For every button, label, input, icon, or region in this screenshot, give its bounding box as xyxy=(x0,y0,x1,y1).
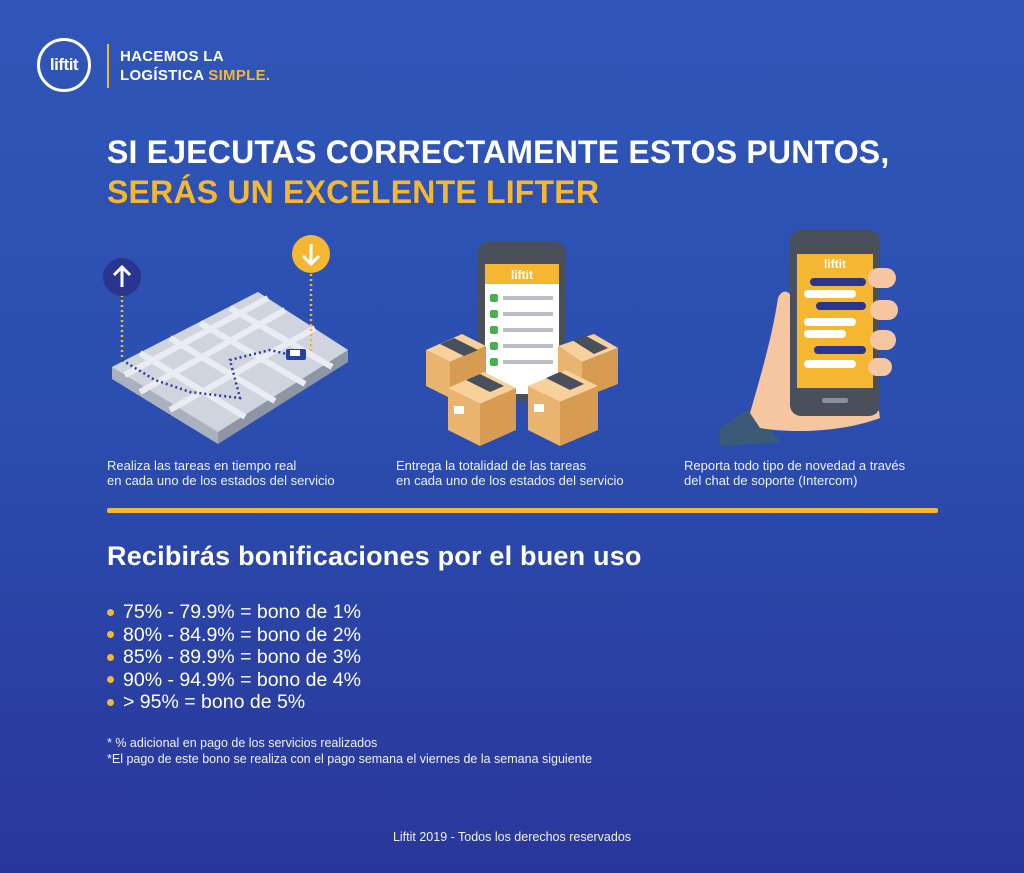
point-caption-2: Entrega la totalidad de las tareas en ca… xyxy=(396,458,624,488)
bonus-title: Recibirás bonificaciones por el buen uso xyxy=(107,541,642,571)
caption-line: en cada uno de los estados del servicio xyxy=(396,473,624,488)
list-item: 85% - 89.9% = bono de 3% xyxy=(107,646,361,669)
phone-boxes-icon: liftit xyxy=(426,242,618,446)
section-divider xyxy=(107,508,938,513)
tagline-line-1: HACEMOS LA xyxy=(120,48,224,65)
logo-divider xyxy=(107,44,109,88)
list-item: 90% - 94.9% = bono de 4% xyxy=(107,669,361,692)
list-item: 75% - 79.9% = bono de 1% xyxy=(107,601,361,624)
bullet-icon xyxy=(107,631,114,639)
bonus-text: > 95% = bono de 5% xyxy=(123,691,306,713)
footnote: * % adicional en pago de los servicios r… xyxy=(107,736,378,750)
footnote: *El pago de este bono se realiza con el … xyxy=(107,752,593,766)
headline-line-2: SERÁS UN EXCELENTE LIFTER xyxy=(107,174,600,210)
phone-brand-2: liftit xyxy=(824,257,846,271)
hand-phone-chat-icon: liftit xyxy=(720,230,898,446)
headline-line-1: SI EJECUTAS CORRECTAMENTE ESTOS PUNTOS, xyxy=(107,134,890,170)
phone-brand: liftit xyxy=(511,268,533,282)
list-item: 80% - 84.9% = bono de 2% xyxy=(107,624,361,647)
caption-line: en cada uno de los estados del servicio xyxy=(107,473,335,488)
caption-line: Realiza las tareas en tiempo real xyxy=(107,458,297,473)
bullet-icon xyxy=(107,676,114,684)
page-headline: SI EJECUTAS CORRECTAMENTE ESTOS PUNTOS, … xyxy=(107,132,889,212)
bonus-text: 80% - 84.9% = bono de 2% xyxy=(123,623,361,646)
liftit-logo: liftit xyxy=(37,38,91,92)
point-caption-1: Realiza las tareas en tiempo real en cad… xyxy=(107,458,335,488)
map-route-icon xyxy=(103,235,348,444)
bullet-icon xyxy=(107,608,114,616)
tagline-text: LOGÍSTICA xyxy=(120,67,209,84)
caption-line: Reporta todo tipo de novedad a través xyxy=(684,458,906,473)
bonus-list: 75% - 79.9% = bono de 1% 80% - 84.9% = b… xyxy=(107,601,361,714)
caption-line: del chat de soporte (Intercom) xyxy=(684,473,858,488)
bullet-icon xyxy=(107,653,114,661)
tagline-line-2: LOGÍSTICA SIMPLE. xyxy=(120,66,270,85)
caption-line: Entrega la totalidad de las tareas xyxy=(396,458,587,473)
tagline-accent: SIMPLE. xyxy=(208,67,271,84)
point-caption-3: Reporta todo tipo de novedad a través de… xyxy=(684,458,905,488)
bonus-text: 90% - 94.9% = bono de 4% xyxy=(123,668,361,691)
list-item: > 95% = bono de 5% xyxy=(107,691,361,714)
bonus-text: 75% - 79.9% = bono de 1% xyxy=(123,601,361,623)
bullet-icon xyxy=(107,698,114,706)
bonus-text: 85% - 89.9% = bono de 3% xyxy=(123,646,361,668)
copyright-footer: Liftit 2019 - Todos los derechos reserva… xyxy=(392,830,632,844)
brand-tagline: HACEMOS LA LOGÍSTICA SIMPLE. xyxy=(120,47,270,85)
footnotes: * % adicional en pago de los servicios r… xyxy=(107,735,592,767)
